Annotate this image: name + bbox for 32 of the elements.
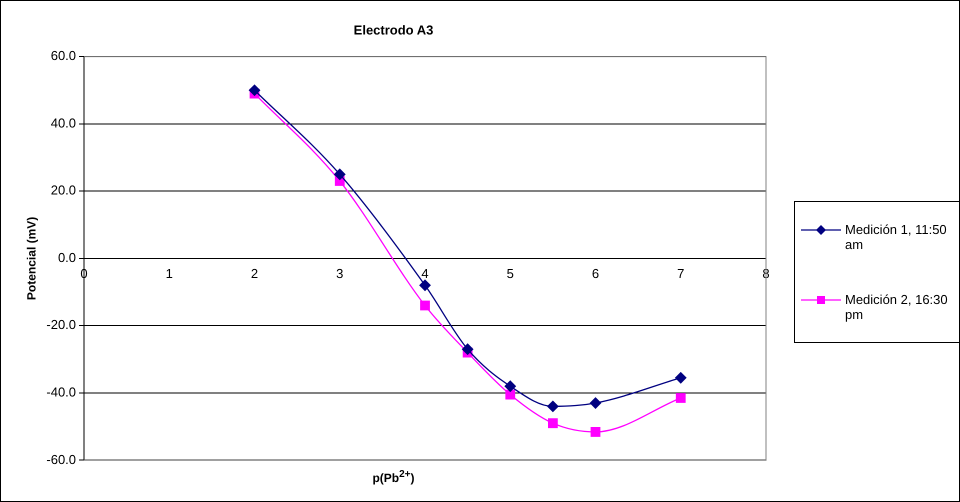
x-tick-label: 7 [677,266,684,281]
x-tick-label: 6 [592,266,600,281]
point [590,427,600,437]
chart-title: Electrodo A3 [354,22,434,38]
point [419,280,431,291]
x-tick-label: 5 [506,266,514,281]
x-tick-label: 2 [250,266,258,281]
legend-label: Medición 2, 16:30 pm [845,292,949,322]
point [548,418,558,428]
legend-label: Medición 1, 11:50 am [845,222,948,252]
x-tick-label: 1 [166,266,173,281]
point [590,397,602,409]
point [547,400,559,412]
y-tick-label: 60.0 [50,48,76,64]
point [420,300,430,310]
y-tick-label: -40.0 [46,384,76,400]
y-axis-title: Potencial (mV) [24,216,39,300]
x-tick-label: 4 [421,266,429,281]
y-tick-label: 0.0 [58,250,76,265]
x-tick-label: 3 [336,266,344,281]
y-tick-label: 40.0 [50,115,76,130]
point [248,84,260,96]
y-tick-label: -60.0 [46,452,76,467]
point [505,390,516,400]
point [675,372,686,384]
y-tick-label: -20.0 [46,317,76,332]
x-axis-title: p(Pb$^{2+}$) [371,469,416,485]
y-tick-label: 20.0 [50,182,76,198]
point [334,168,346,180]
point [462,344,474,355]
point [504,380,516,392]
point [676,393,686,403]
